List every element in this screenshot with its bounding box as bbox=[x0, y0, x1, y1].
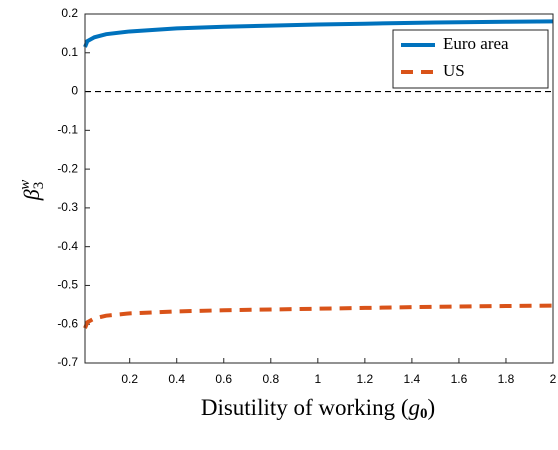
x-axis-label-end: ) bbox=[427, 395, 435, 420]
x-tick-label: 0.8 bbox=[262, 372, 279, 386]
y-tick-label: -0.4 bbox=[57, 239, 78, 253]
axes-box bbox=[84, 13, 554, 364]
x-tick-label: 0.4 bbox=[168, 372, 185, 386]
x-tick-label: 1.6 bbox=[451, 372, 468, 386]
y-tick-label: -0.7 bbox=[57, 355, 78, 369]
y-tick-label: 0 bbox=[71, 84, 78, 98]
x-tick-label: 0.2 bbox=[121, 372, 138, 386]
legend-box bbox=[392, 29, 549, 89]
x-tick-label: 1.2 bbox=[357, 372, 374, 386]
x-axis-label-sub: 0 bbox=[420, 406, 428, 422]
y-tick-label: -0.5 bbox=[57, 278, 78, 292]
y-tick-label: -0.3 bbox=[57, 200, 78, 214]
x-tick-label: 1.4 bbox=[404, 372, 421, 386]
legend-label: US bbox=[443, 61, 465, 80]
x-axis-label-text: Disutility of working ( bbox=[201, 395, 409, 420]
y-axis-label: β3w bbox=[17, 180, 47, 201]
x-tick-label: 0.6 bbox=[215, 372, 232, 386]
y-tick-label: 0.1 bbox=[61, 45, 78, 59]
y-tick-label: -0.6 bbox=[57, 316, 78, 330]
x-tick-label: 2 bbox=[550, 372, 557, 386]
y-axis-label-sub: 3 bbox=[31, 182, 47, 190]
y-tick-label: -0.2 bbox=[57, 161, 78, 175]
y-tick-label: 0.2 bbox=[61, 6, 78, 20]
y-axis-label-base: β bbox=[19, 189, 44, 201]
series-line bbox=[83, 303, 554, 329]
y-axis-label-sup: w bbox=[17, 180, 33, 190]
x-tick-label: 1.8 bbox=[498, 372, 515, 386]
x-axis-label-var: g bbox=[408, 395, 420, 420]
y-tick-label: -0.1 bbox=[57, 123, 78, 137]
series-line bbox=[83, 19, 554, 48]
legend-label: Euro area bbox=[443, 34, 509, 53]
x-tick-label: 1 bbox=[314, 372, 321, 386]
x-axis-label: Disutility of working (g0) bbox=[201, 395, 435, 422]
